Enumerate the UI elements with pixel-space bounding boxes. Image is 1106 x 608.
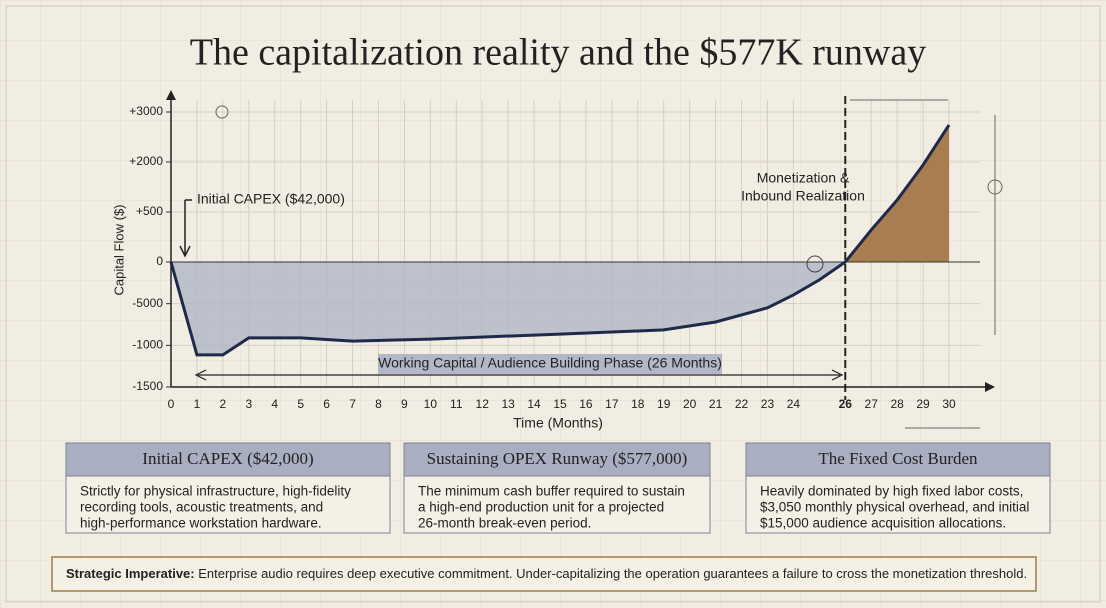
card-text: Strictly for physical infrastructure, hi… [80, 484, 351, 499]
capex-arrow [179, 199, 192, 258]
x-tick-label: 7 [349, 397, 356, 411]
x-tick-label: 19 [657, 397, 671, 411]
chart-title: The capitalization reality and the $577K… [190, 32, 927, 74]
y-tick-label: 0 [156, 254, 163, 268]
x-tick-label: 10 [424, 397, 438, 411]
card-text: 26-month break-even period. [418, 516, 591, 531]
card-text: a high-end production unit for a project… [418, 500, 664, 515]
card-title: The Fixed Cost Burden [818, 449, 978, 468]
x-tick-label: 15 [553, 397, 567, 411]
y-tick-label: -1000 [132, 338, 163, 352]
x-tick-label: 24 [787, 397, 801, 411]
area-negative [171, 262, 846, 355]
y-tick-label: -5000 [132, 296, 163, 310]
y-tick-label: -1500 [132, 379, 163, 393]
x-tick-label: 29 [916, 397, 930, 411]
x-tick-label: 12 [476, 397, 490, 411]
x-tick-label: 30 [942, 397, 956, 411]
x-tick-label: 14 [527, 397, 541, 411]
card-header [745, 442, 1051, 477]
card-text: $3,050 monthly physical overhead, and in… [760, 500, 1029, 515]
y-axis-label: Capital Flow ($) [111, 204, 126, 295]
marker [806, 255, 824, 273]
plot: 0 1 2 3 4 5 6 7 8 9 10 11 12 13 14 15 16 17 18 19 20 21 22 23 24… [129, 90, 1003, 429]
x-tick-label: 13 [501, 397, 515, 411]
annotation: Inbound Realization [741, 188, 865, 204]
x-tick-label: 5 [297, 397, 304, 411]
x-tick-label: 18 [631, 397, 645, 411]
footer-text: Enterprise audio requires deep executive… [195, 566, 1027, 581]
x-tick-label: 6 [323, 397, 330, 411]
x-tick-label: 21 [709, 397, 723, 411]
marker [215, 105, 229, 119]
area-positive [845, 125, 949, 262]
annotation: Working Capital / Audience Building Phas… [378, 355, 722, 371]
x-tick-label: 2 [220, 397, 227, 411]
x-tick-label: 26 [839, 397, 853, 411]
line [169, 124, 951, 357]
card-text: The minimum cash buffer required to sust… [418, 484, 685, 499]
x-tick-label: 11 [450, 397, 463, 411]
x-tick-label: 1 [194, 397, 201, 411]
card-text: $15,000 audience acquisition allocations… [760, 516, 1006, 531]
x-tick-label: 16 [579, 397, 593, 411]
y-tick-label: +3000 [129, 104, 163, 118]
footer-label: Strategic Imperative: [66, 566, 195, 581]
card-text: high-performance workstation hardware. [80, 516, 322, 531]
card-header [65, 442, 391, 477]
footer-box [51, 556, 1037, 592]
x-axis-label: Time (Months) [513, 415, 603, 431]
card-text: recording tools, acoustic treatments, an… [80, 500, 323, 515]
x-tick-label: 3 [245, 397, 252, 411]
card-title: Initial CAPEX ($42,000) [142, 449, 313, 468]
footer: Strategic Imperative: Enterprise audio r… [66, 566, 1027, 581]
annotation-bg [378, 354, 722, 374]
cards: Initial CAPEX ($42,000) Strictly for phys… [65, 442, 1051, 534]
x-tick-label: 4 [271, 397, 278, 411]
annotation: Monetization & [757, 170, 850, 186]
x-tick-label: 17 [605, 397, 619, 411]
x-tick-label: 28 [890, 397, 904, 411]
card-header [403, 442, 711, 477]
y-tick-label: +500 [136, 204, 163, 218]
y-tick-label: +2000 [129, 154, 163, 168]
x-tick-label: 20 [683, 397, 697, 411]
x-tick-label: 22 [735, 397, 749, 411]
x-tick-label: 0 [168, 397, 175, 411]
x-tick-label: 8 [375, 397, 382, 411]
card-title: Sustaining OPEX Runway ($577,000) [427, 449, 688, 468]
y-arrow [166, 90, 176, 100]
frame [5, 5, 1101, 603]
card-text: Heavily dominated by high fixed labor co… [760, 484, 1023, 499]
annotation: Initial CAPEX ($42,000) [197, 191, 345, 207]
x-tick-label: 27 [865, 397, 879, 411]
x-arrow [985, 382, 995, 392]
phase-arrow [194, 369, 844, 381]
x-tick-label: 23 [761, 397, 775, 411]
x-tick-label: 9 [401, 397, 408, 411]
dimension [850, 99, 996, 429]
